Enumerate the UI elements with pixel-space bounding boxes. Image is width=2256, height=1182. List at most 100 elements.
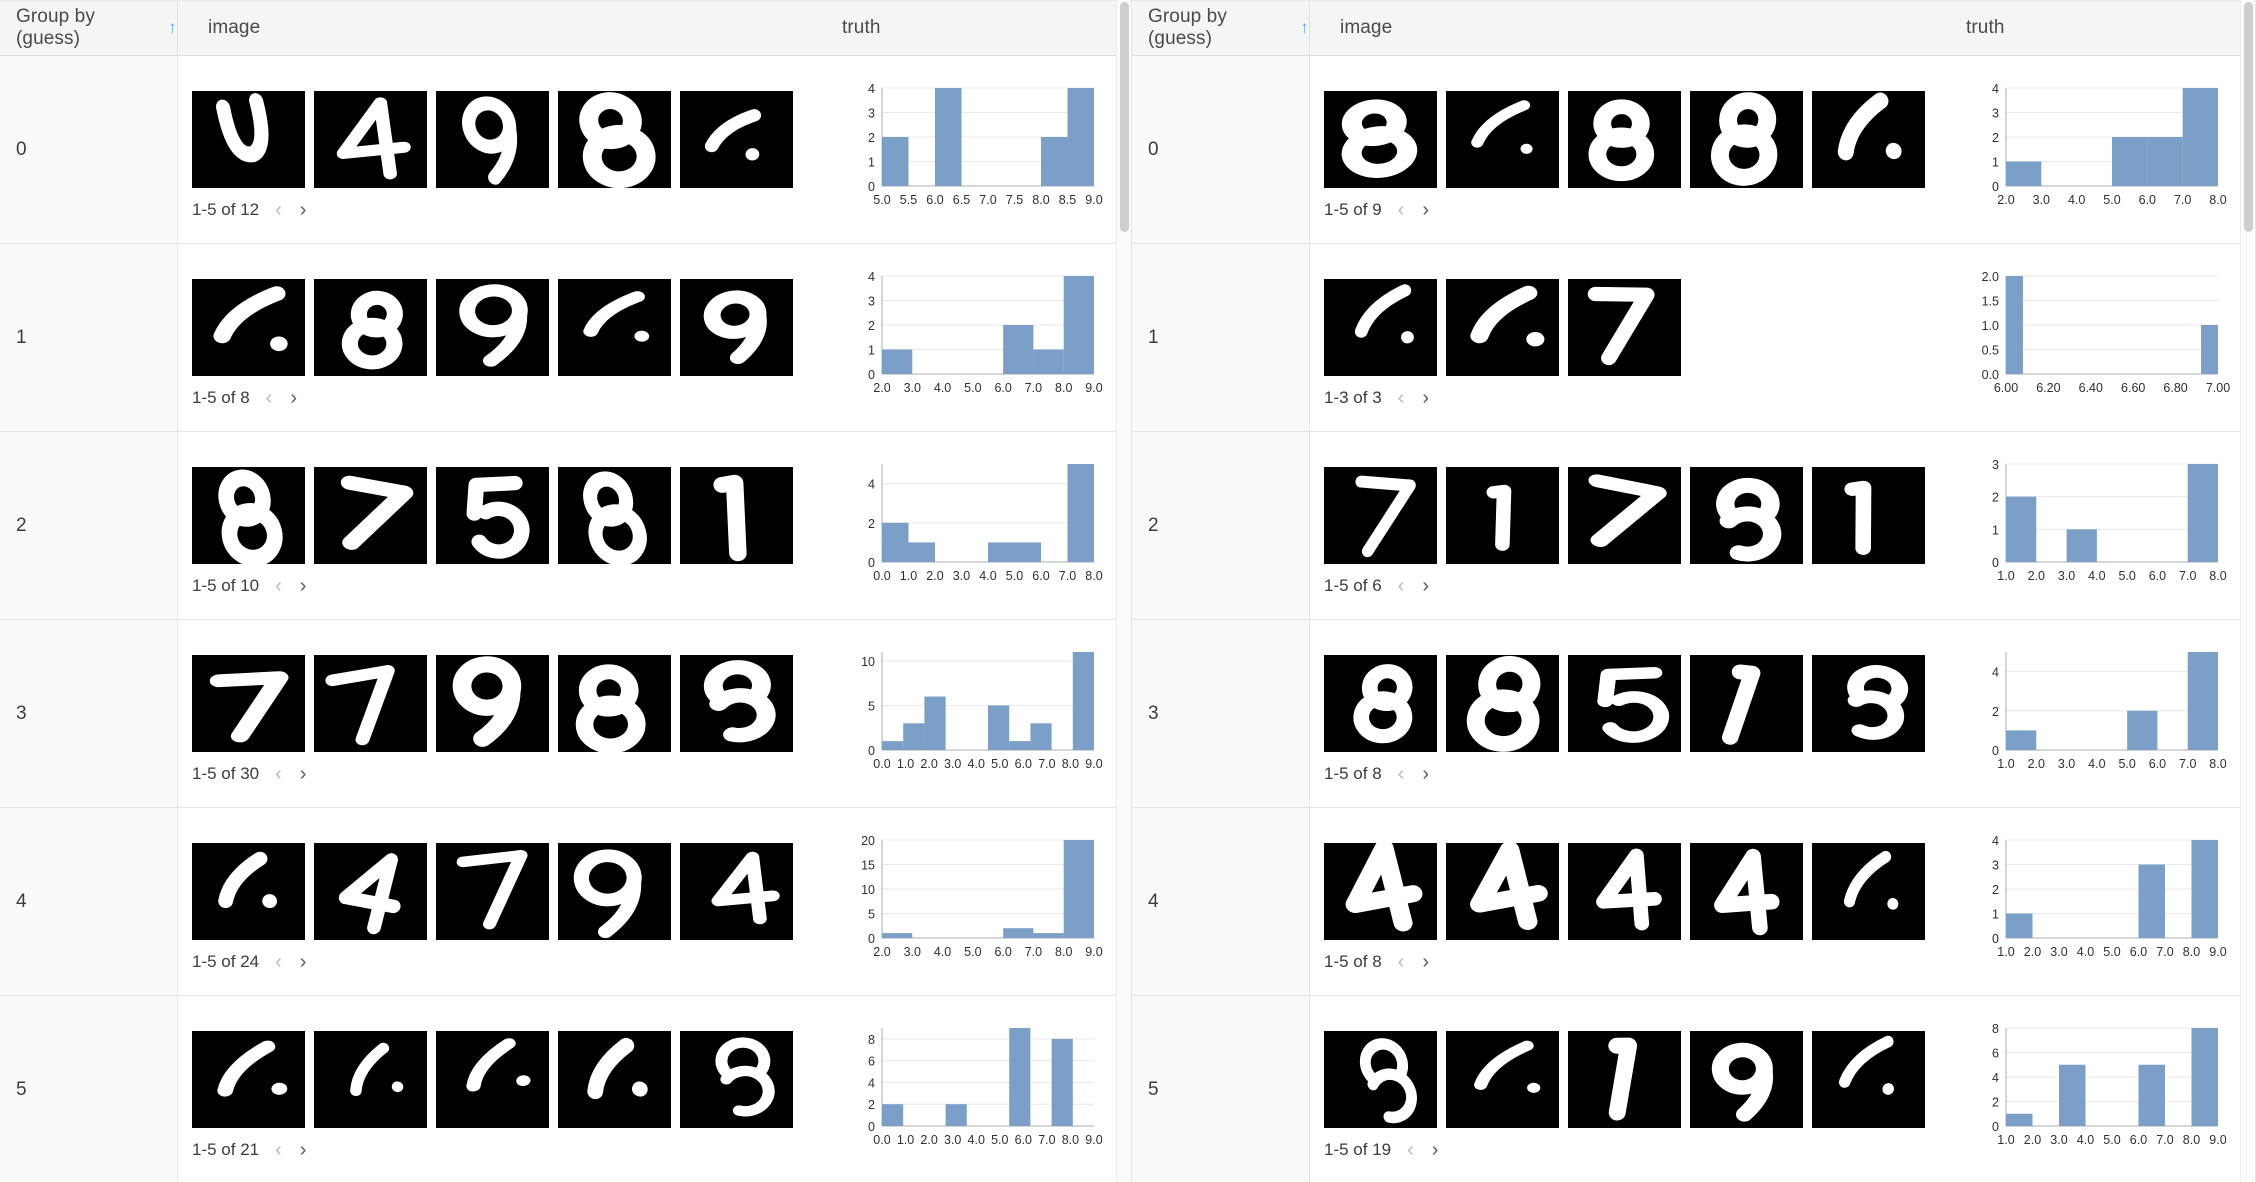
table-row[interactable]: 5 1-5 of 19 ‹ › 0 2 4 6 8 1.0 2.0 3.0 4.0 5.0 6.0 7.0 8.…	[1132, 996, 2255, 1182]
digit-thumbnail[interactable]	[558, 91, 671, 188]
digit-thumbnail[interactable]	[1446, 467, 1559, 564]
column-header-group[interactable]: Group by (guess) ↑	[0, 1, 178, 55]
pager-next-icon[interactable]: ›	[299, 951, 307, 973]
digit-thumbnail[interactable]	[1812, 655, 1925, 752]
digit-thumbnail[interactable]	[314, 279, 427, 376]
digit-thumbnail[interactable]	[1568, 467, 1681, 564]
left-panel-vertical-scrollbar[interactable]	[1116, 0, 1131, 1182]
digit-thumbnail[interactable]	[558, 655, 671, 752]
digit-thumbnail[interactable]	[314, 467, 427, 564]
sort-ascending-arrow-icon[interactable]: ↑	[168, 17, 177, 37]
digit-thumbnail[interactable]	[680, 467, 793, 564]
digit-thumbnail[interactable]	[1446, 1031, 1559, 1128]
pager-prev-icon[interactable]: ‹	[275, 951, 282, 973]
digit-thumbnail[interactable]	[192, 1031, 305, 1128]
pager-prev-icon[interactable]: ‹	[275, 199, 282, 221]
digit-thumbnail[interactable]	[192, 843, 305, 940]
digit-thumbnail[interactable]	[1324, 843, 1437, 940]
digit-thumbnail[interactable]	[314, 843, 427, 940]
column-header-image[interactable]: image	[1310, 1, 1954, 55]
column-header-group[interactable]: Group by (guess) ↑	[1132, 1, 1310, 55]
pager-next-icon[interactable]: ›	[1431, 1139, 1439, 1161]
sort-ascending-arrow-icon[interactable]: ↑	[1300, 17, 1309, 37]
digit-thumbnail[interactable]	[314, 655, 427, 752]
digit-thumbnail[interactable]	[558, 467, 671, 564]
digit-thumbnail[interactable]	[1324, 655, 1437, 752]
table-row[interactable]: 4 1-5 of 24 ‹ › 0 5 10 15 20 2.0 3.0 4.0 5.0 6.0 7.0 8.…	[0, 808, 1131, 996]
column-header-image[interactable]: image	[178, 1, 830, 55]
digit-thumbnail[interactable]	[436, 91, 549, 188]
table-row[interactable]: 3 1-5 of 8 ‹ › 0 2 4 1.0 2.0 3.0 4.0 5.0 6.0 7.0 8.0	[1132, 620, 2255, 808]
digit-thumbnail[interactable]	[436, 655, 549, 752]
digit-thumbnail[interactable]	[1446, 279, 1559, 376]
pager-prev-icon[interactable]: ‹	[1397, 575, 1405, 597]
right-panel-vertical-scrollbar[interactable]	[2240, 0, 2255, 1182]
digit-thumbnail[interactable]	[1568, 91, 1681, 188]
digit-thumbnail[interactable]	[1812, 91, 1925, 188]
digit-thumbnail[interactable]	[1568, 655, 1681, 752]
digit-thumbnail[interactable]	[436, 279, 549, 376]
digit-thumbnail[interactable]	[1568, 843, 1681, 940]
digit-thumbnail[interactable]	[314, 91, 427, 188]
pager-next-icon[interactable]: ›	[299, 1139, 307, 1161]
pager-prev-icon[interactable]: ‹	[1397, 387, 1405, 409]
pager-prev-icon[interactable]: ‹	[1407, 1139, 1414, 1161]
digit-thumbnail[interactable]	[192, 91, 305, 188]
digit-thumbnail[interactable]	[1690, 655, 1803, 752]
digit-thumbnail[interactable]	[1690, 91, 1803, 188]
pager-next-icon[interactable]: ›	[299, 575, 307, 597]
digit-thumbnail[interactable]	[680, 91, 793, 188]
digit-thumbnail[interactable]	[1812, 843, 1925, 940]
digit-thumbnail[interactable]	[558, 279, 671, 376]
digit-thumbnail[interactable]	[436, 467, 549, 564]
table-row[interactable]: 5 1-5 of 21 ‹ › 0 2 4 6 8 0.0 1.0 2.0 3.0 4.0 5.0 6.0 7.…	[0, 996, 1131, 1182]
table-row[interactable]: 2 1-5 of 10 ‹ › 0 2 4 0.0 1.0 2.0 3.0 4.0 5.0 6.0 7.0 8…	[0, 432, 1131, 620]
digit-thumbnail[interactable]	[1324, 91, 1437, 188]
digit-thumbnail[interactable]	[436, 1031, 549, 1128]
digit-thumbnail[interactable]	[1324, 1031, 1437, 1128]
scrollbar-thumb[interactable]	[2244, 2, 2253, 232]
scrollbar-thumb[interactable]	[1120, 2, 1129, 232]
pager-next-icon[interactable]: ›	[299, 199, 307, 221]
digit-thumbnail[interactable]	[1324, 279, 1437, 376]
digit-thumbnail[interactable]	[192, 279, 305, 376]
digit-thumbnail[interactable]	[1690, 1031, 1803, 1128]
digit-thumbnail[interactable]	[436, 843, 549, 940]
digit-thumbnail[interactable]	[1812, 1031, 1925, 1128]
table-row[interactable]: 4 1-5 of 8 ‹ › 0 1 2 3 4 1.0 2.0 3.0 4.0 5.0 6.0 7.0 8.0…	[1132, 808, 2255, 996]
digit-thumbnail[interactable]	[680, 843, 793, 940]
digit-thumbnail[interactable]	[1812, 467, 1925, 564]
pager-next-icon[interactable]: ›	[1422, 387, 1429, 409]
pager-next-icon[interactable]: ›	[299, 763, 307, 785]
pager-prev-icon[interactable]: ‹	[275, 575, 282, 597]
digit-thumbnail[interactable]	[1690, 843, 1803, 940]
digit-thumbnail[interactable]	[1568, 1031, 1681, 1128]
column-header-truth[interactable]: truth	[830, 1, 1115, 55]
table-row[interactable]: 1 1-3 of 3 ‹ › 0.0 0.5 1.0 1.5 2.0 6.00 6.20 6.40 6.…	[1132, 244, 2255, 432]
digit-thumbnail[interactable]	[1446, 91, 1559, 188]
pager-prev-icon[interactable]: ‹	[275, 1139, 282, 1161]
column-header-truth[interactable]: truth	[1954, 1, 2239, 55]
table-row[interactable]: 2 1-5 of 6 ‹ › 0 1 2 3 1.0 2.0 3.0 4.0 5.0 6.0 7.0 8.0	[1132, 432, 2255, 620]
table-row[interactable]: 1 1-5 of 8 ‹ › 0 1 2 3 4 2.0 3.0 4.0 5.0 6.0 7.0 8.0 9.0	[0, 244, 1131, 432]
digit-thumbnail[interactable]	[558, 843, 671, 940]
pager-next-icon[interactable]: ›	[1422, 763, 1429, 785]
pager-prev-icon[interactable]: ‹	[275, 763, 282, 785]
digit-thumbnail[interactable]	[1446, 843, 1559, 940]
pager-next-icon[interactable]: ›	[1422, 199, 1429, 221]
digit-thumbnail[interactable]	[680, 1031, 793, 1128]
digit-thumbnail[interactable]	[192, 467, 305, 564]
pager-prev-icon[interactable]: ‹	[1397, 951, 1405, 973]
digit-thumbnail[interactable]	[680, 655, 793, 752]
digit-thumbnail[interactable]	[1446, 655, 1559, 752]
digit-thumbnail[interactable]	[558, 1031, 671, 1128]
pager-next-icon[interactable]: ›	[1422, 951, 1429, 973]
pager-prev-icon[interactable]: ‹	[265, 387, 273, 409]
pager-prev-icon[interactable]: ‹	[1397, 763, 1405, 785]
pager-next-icon[interactable]: ›	[1422, 575, 1429, 597]
pager-next-icon[interactable]: ›	[290, 387, 297, 409]
digit-thumbnail[interactable]	[1568, 279, 1681, 376]
digit-thumbnail[interactable]	[680, 279, 793, 376]
table-row[interactable]: 0 1-5 of 9 ‹ › 0 1 2 3 4 2.0 3.0 4.0 5.0 6.0 7.0 8.0	[1132, 56, 2255, 244]
table-row[interactable]: 0 1-5 of 12 ‹ › 0 1 2 3 4 5.0 5.5 6.0 6.5 7.0 7.5 8.0 8.…	[0, 56, 1131, 244]
